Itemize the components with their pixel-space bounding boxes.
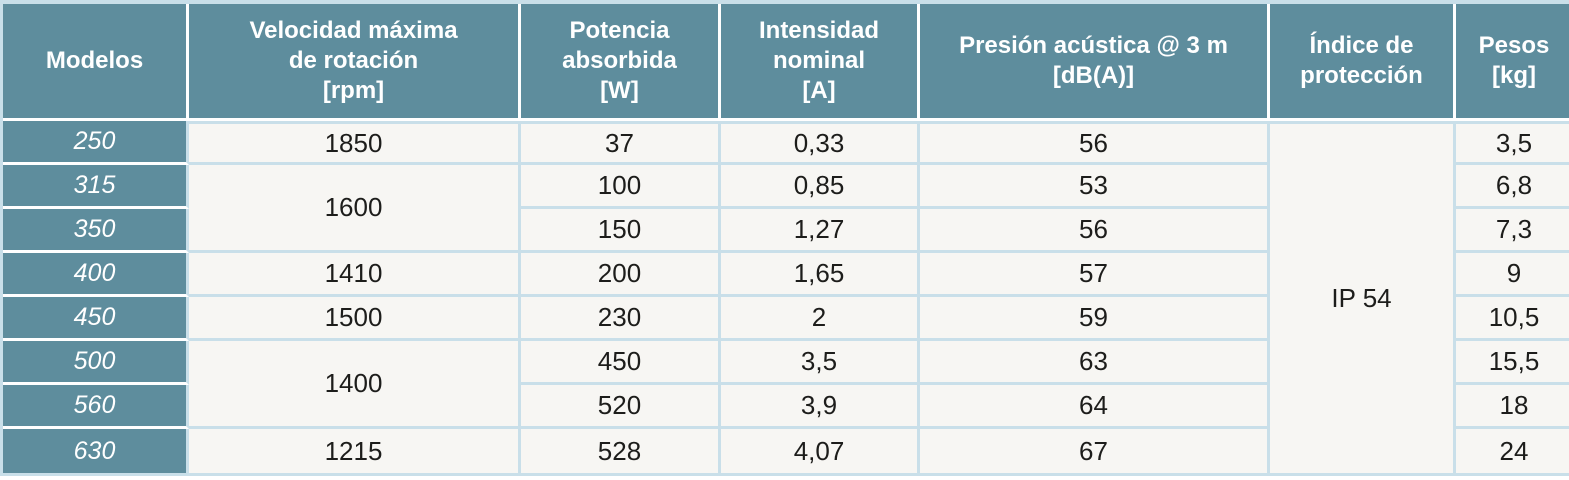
- power-cell: 450: [521, 341, 721, 385]
- model-cell: 400: [3, 253, 189, 297]
- rpm-cell: 1850: [189, 121, 521, 165]
- current-cell: 1,65: [721, 253, 920, 297]
- table-row-350: 350 150 1,27 56 7,3: [3, 209, 1569, 253]
- col-header-indice: Índice de protección: [1270, 4, 1456, 121]
- current-cell: 3,9: [721, 385, 920, 429]
- power-cell: 37: [521, 121, 721, 165]
- pressure-cell: 63: [920, 341, 1270, 385]
- table-row-400: 400 1410 200 1,65 57 9: [3, 253, 1569, 297]
- col-header-pesos: Pesos [kg]: [1456, 4, 1569, 121]
- model-cell: 250: [3, 121, 189, 165]
- model-cell: 630: [3, 429, 189, 473]
- rpm-cell-merged: 1400: [189, 341, 521, 429]
- pressure-cell: 67: [920, 429, 1270, 473]
- model-cell: 560: [3, 385, 189, 429]
- pressure-cell: 56: [920, 121, 1270, 165]
- model-cell: 450: [3, 297, 189, 341]
- current-cell: 3,5: [721, 341, 920, 385]
- table-row-630: 630 1215 528 4,07 67 24: [3, 429, 1569, 473]
- rpm-cell-merged: 1600: [189, 165, 521, 253]
- power-cell: 200: [521, 253, 721, 297]
- rpm-cell: 1410: [189, 253, 521, 297]
- current-cell: 0,85: [721, 165, 920, 209]
- weight-cell: 24: [1456, 429, 1569, 473]
- col-header-modelos: Modelos: [3, 4, 189, 121]
- power-cell: 528: [521, 429, 721, 473]
- col-header-intensidad: Intensidad nominal [A]: [721, 4, 920, 121]
- power-cell: 230: [521, 297, 721, 341]
- weight-cell: 7,3: [1456, 209, 1569, 253]
- rpm-cell: 1215: [189, 429, 521, 473]
- table-row-450: 450 1500 230 2 59 10,5: [3, 297, 1569, 341]
- protection-cell: IP 54: [1270, 121, 1456, 473]
- rpm-cell: 1500: [189, 297, 521, 341]
- pressure-cell: 59: [920, 297, 1270, 341]
- current-cell: 1,27: [721, 209, 920, 253]
- table-row-315: 315 1600 100 0,85 53 6,8: [3, 165, 1569, 253]
- current-cell: 2: [721, 297, 920, 341]
- pressure-cell: 56: [920, 209, 1270, 253]
- header-row: Modelos Velocidad máxima de rotación [rp…: [3, 4, 1569, 121]
- table-row-500: 500 1400 450 3,5 63 15,5: [3, 341, 1569, 429]
- weight-cell: 3,5: [1456, 121, 1569, 165]
- table-row-250: 250 1850 37 0,33 56 IP 54 3,5: [3, 121, 1569, 473]
- weight-cell: 9: [1456, 253, 1569, 297]
- pressure-cell: 57: [920, 253, 1270, 297]
- weight-cell: 15,5: [1456, 341, 1569, 385]
- pressure-cell: 53: [920, 165, 1270, 209]
- weight-cell: 6,8: [1456, 165, 1569, 209]
- current-cell: 4,07: [721, 429, 920, 473]
- col-header-potencia: Potencia absorbida [W]: [521, 4, 721, 121]
- power-cell: 100: [521, 165, 721, 209]
- model-cell: 315: [3, 165, 189, 209]
- model-cell: 500: [3, 341, 189, 385]
- weight-cell: 10,5: [1456, 297, 1569, 341]
- col-header-velocidad: Velocidad máxima de rotación [rpm]: [189, 4, 521, 121]
- weight-cell: 18: [1456, 385, 1569, 429]
- current-cell: 0,33: [721, 121, 920, 165]
- col-header-presion: Presión acústica @ 3 m [dB(A)]: [920, 4, 1270, 121]
- table-row-560: 560 520 3,9 64 18: [3, 385, 1569, 429]
- pressure-cell: 64: [920, 385, 1270, 429]
- power-cell: 520: [521, 385, 721, 429]
- power-cell: 150: [521, 209, 721, 253]
- model-cell: 350: [3, 209, 189, 253]
